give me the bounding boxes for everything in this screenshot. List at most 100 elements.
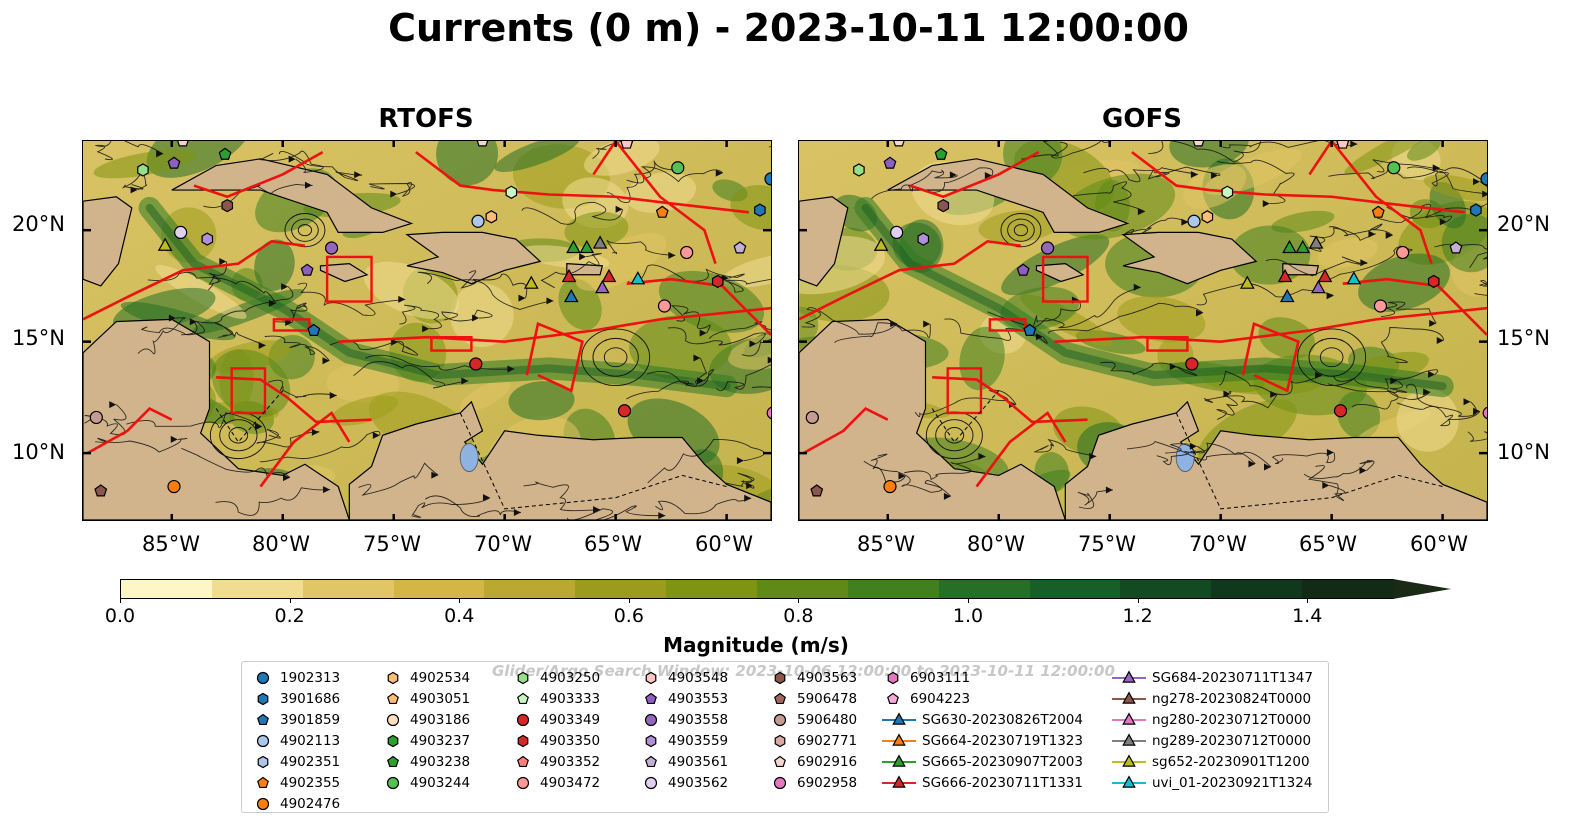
legend-item-label: 4902113 [280,732,341,749]
legend-column: 4902534 4903051 4903186 4903237 4903238 49032… [382,667,470,793]
legend-item-label: SG664-20230719T1323 [922,732,1083,749]
map-marker-37 [630,271,646,285]
legend-item-label: 6902916 [797,753,858,770]
legend-marker-shape [774,692,786,704]
legend-marker-icon [257,692,269,705]
map-marker-10 [853,163,865,177]
colorbar-tick-label: 1.0 [952,605,984,627]
lon-label-75w-rtofs: 75°W [363,532,421,556]
map-marker-9 [671,161,685,175]
colorbar-segment [847,580,939,598]
colorbar-segment [938,580,1030,598]
legend-item: 4903563 [769,667,857,688]
legend-item-label: 3901859 [280,711,341,728]
legend-marker-shape [257,713,269,725]
map-marker-33 [561,268,577,283]
map-marker-38 [1239,275,1255,289]
legend-marker-icon [387,692,399,704]
legend-marker-icon [1112,690,1146,704]
legend-marker-icon [774,692,786,704]
legend-column: 4903563 5906478 5906480 6902771 6902916 69029… [769,667,857,793]
legend-item-label: 4903051 [410,690,471,707]
colorbar-segment [302,580,394,598]
legend-item: 4903051 [382,688,470,709]
legend-column: SG684-20230711T1347 ng278-20230824T0000 ng… [1112,667,1313,793]
map-marker-31 [1282,239,1297,254]
lon-label-80w-gofs: 80°W [967,532,1025,556]
map-marker-13 [1427,274,1440,289]
legend-marker-icon [645,734,657,747]
lat-label-20n-right: 20°N [1497,212,1550,236]
map-panel-rtofs[interactable] [82,140,772,521]
colorbar-label: Magnitude (m/s) [663,633,849,657]
panel-title-gofs: GOFS [1102,104,1182,134]
map-marker-23 [221,198,234,213]
legend-marker-shape [645,671,657,684]
map-marker-20 [917,232,930,246]
legend-marker-icon [1112,774,1146,788]
legend-item-label: 4902355 [280,774,341,791]
map-marker-22 [890,225,904,240]
lat-label-15n-right: 15°N [1497,326,1550,350]
legend-item: 4902534 [382,667,470,688]
legend-marker-icon [257,776,269,788]
map-panel-gofs[interactable] [798,140,1488,521]
map-marker-30 [1279,288,1295,303]
legend-marker-shape [387,755,399,767]
colorbar-tick-mark [120,598,121,603]
legend-item: uvi_01-20230921T1324 [1112,772,1313,793]
colorbar-tick-label: 1.2 [1122,605,1153,627]
legend-item-label: 4902351 [280,753,341,770]
legend-marker-shape [774,671,786,684]
map-marker-35 [1308,235,1324,249]
legend-marker-shape [517,734,529,747]
legend-item: 4903548 [640,667,728,688]
legend-marker-icon [882,753,916,767]
map-marker-12 [617,404,632,418]
map-marker-24 [94,484,108,497]
legend-item-label: 6902771 [797,732,858,749]
legend-item: 3901859 [252,709,340,730]
legend-marker-icon [386,713,400,726]
legend-marker-icon [387,734,399,747]
legend-item: 6904223 [882,688,1083,709]
map-marker-24 [810,484,824,497]
legend-item-label: 4902476 [280,795,341,812]
colorbar-segment [666,580,758,598]
colorbar-tick-mark [628,598,630,603]
legend-item: 4903244 [382,772,470,793]
legend-item: 6902916 [769,751,857,772]
legend-item-label: 4903562 [668,774,729,791]
map-marker-3 [471,214,485,228]
legend-marker-icon [882,711,916,725]
legend-marker-shape [887,692,899,704]
legend-marker-icon [644,776,658,789]
colorbar-segment [211,580,303,598]
legend-item: 4903352 [512,751,600,772]
legend-item-label: 4903186 [410,711,471,728]
legend-item-label: ng278-20230824T0000 [1152,690,1312,707]
map-marker-20 [201,232,214,246]
legend-item: 5906478 [769,688,857,709]
legend-item: 4903472 [512,772,600,793]
legend-item: 4903553 [640,688,728,709]
lon-label-75w-gofs: 75°W [1078,532,1136,556]
map-marker-38 [523,275,539,289]
map-marker-28 [1482,406,1487,420]
legend-item-label: 6904223 [910,690,971,707]
legend-item: 4902351 [252,751,340,772]
legend-item: 6902771 [769,730,857,751]
map-marker-11 [1185,357,1199,371]
map-marker-8 [218,147,232,160]
lon-label-65w-gofs: 65°W [1299,532,1357,556]
legend-marker-shape [645,692,657,704]
legend-item-label: 4903238 [410,753,471,770]
legend-item-label: 4903250 [540,669,601,686]
map-marker-22 [174,225,188,240]
map-marker-21 [1449,241,1463,254]
map-marker-34 [601,268,617,283]
legend-marker-icon [387,755,399,767]
legend-item: 5906480 [769,709,857,730]
legend-item-label: ng280-20230712T0000 [1152,711,1312,728]
map-marker-30 [563,288,579,303]
